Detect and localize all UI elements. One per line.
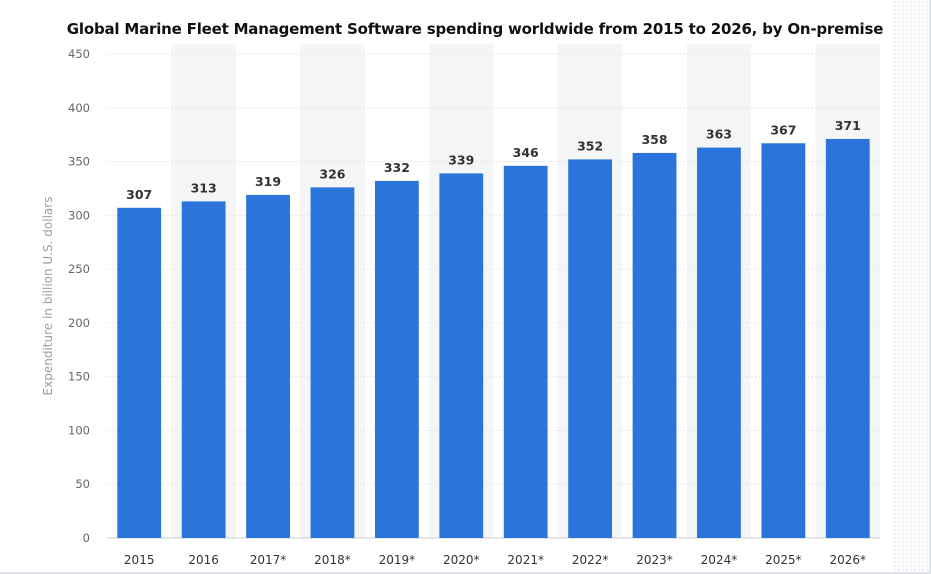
x-tick-label: 2016 [188, 553, 219, 567]
y-tick-label: 400 [68, 101, 90, 115]
y-axis-ticks: 0 50 100 150 200 250 300 350 400 450 [68, 47, 90, 545]
data-label: 332 [384, 160, 410, 175]
data-label: 358 [641, 132, 667, 147]
y-tick-label: 100 [68, 423, 90, 437]
bar[interactable] [503, 165, 548, 538]
data-label: 352 [577, 138, 603, 153]
y-tick-label: 150 [68, 370, 90, 384]
bar[interactable] [697, 147, 741, 538]
y-tick-label: 50 [75, 477, 90, 491]
data-labels: 307 313 319 326 332 339 346 352 358 363 367 371 [126, 118, 861, 202]
bar[interactable] [439, 173, 484, 539]
data-label: 363 [706, 127, 732, 142]
x-tick-label: 2019* [379, 553, 416, 567]
y-tick-label: 250 [68, 262, 90, 276]
data-label: 326 [319, 166, 345, 181]
data-label: 371 [835, 118, 861, 133]
y-tick-label: 450 [68, 47, 90, 61]
x-tick-label: 2023* [636, 553, 673, 567]
bars [117, 138, 870, 539]
x-tick-label: 2017* [250, 553, 287, 567]
bar[interactable] [568, 159, 613, 538]
x-tick-label: 2025* [765, 553, 802, 567]
bar[interactable] [246, 194, 290, 539]
y-axis-label: Expenditure in billion U.S. dollars [41, 197, 55, 396]
x-tick-label: 2015 [124, 553, 155, 567]
bar[interactable] [310, 187, 355, 538]
bar[interactable] [181, 201, 226, 538]
grid-lines [107, 53, 880, 539]
x-axis-ticks: 2015 2016 2017* 2018* 2019* 2020* 2021* 2022* 20… [124, 553, 866, 567]
x-tick-label: 2022* [572, 553, 609, 567]
bar[interactable] [374, 180, 419, 538]
chart-title: Global Marine Fleet Management Software … [66, 20, 884, 38]
data-label: 339 [448, 152, 474, 167]
bar[interactable] [825, 138, 870, 539]
data-label: 367 [770, 122, 796, 137]
y-tick-label: 350 [68, 155, 90, 169]
data-label: 313 [191, 180, 217, 195]
x-tick-label: 2021* [507, 553, 544, 567]
x-tick-label: 2024* [701, 553, 738, 567]
x-tick-label: 2026* [830, 553, 867, 567]
data-label: 307 [126, 187, 152, 202]
bar[interactable] [761, 143, 806, 538]
y-tick-label: 200 [68, 316, 90, 330]
bar[interactable] [117, 207, 162, 538]
data-label: 346 [513, 145, 539, 160]
bar[interactable] [632, 152, 677, 538]
data-label: 319 [255, 174, 281, 189]
y-tick-label: 300 [68, 208, 90, 222]
x-tick-label: 2020* [443, 553, 480, 567]
y-tick-label: 0 [83, 531, 90, 545]
x-tick-label: 2018* [314, 553, 351, 567]
side-pattern-strip [893, 0, 929, 572]
